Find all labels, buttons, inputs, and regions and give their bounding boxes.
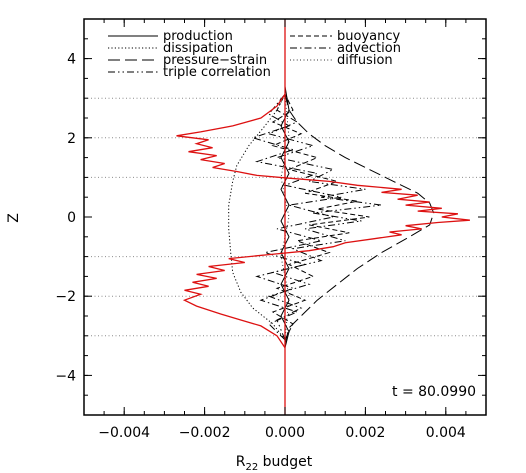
- x-axis-label: R22 budget: [236, 454, 313, 473]
- y-tick-label: −4: [55, 368, 76, 384]
- legend-label: pressure−strain: [163, 53, 267, 68]
- x-axis-label-subscript: 22: [245, 462, 258, 473]
- legend-label: production: [163, 29, 233, 44]
- gridlines: [84, 97, 486, 337]
- legend-label: diffusion: [337, 53, 393, 68]
- x-tick-label: 0.004: [426, 425, 466, 441]
- y-tick-label: 4: [67, 52, 76, 68]
- y-tick-label: 0: [67, 210, 76, 226]
- x-tick-label: 0.000: [265, 425, 305, 441]
- series-lines: [176, 19, 470, 415]
- x-axis-label-main: R: [236, 454, 246, 470]
- series-line: [280, 86, 290, 348]
- y-axis-label: Z: [6, 213, 22, 223]
- series-line: [267, 93, 382, 340]
- legend-label: buoyancy: [337, 29, 400, 44]
- time-annotation: t = 80.0990: [392, 384, 476, 400]
- series-line: [176, 93, 470, 349]
- series-line: [271, 93, 370, 341]
- x-axis: −0.004 −0.002 0.000 0.002 0.004: [83, 19, 487, 441]
- series-line: [284, 94, 435, 344]
- x-axis-label-rest: budget: [258, 454, 313, 470]
- legend: productiondissipationpressure−straintrip…: [108, 29, 401, 80]
- legend-label: triple correlation: [163, 65, 271, 80]
- legend-label: dissipation: [163, 41, 233, 56]
- y-axis: −4 −2 0 2 4: [55, 18, 486, 416]
- legend-label: advection: [337, 41, 401, 56]
- x-tick-label: 0.002: [345, 425, 385, 441]
- y-tick-label: −2: [55, 289, 76, 305]
- x-tick-label: −0.004: [98, 425, 150, 441]
- x-tick-label: −0.002: [179, 425, 231, 441]
- y-tick-label: 2: [67, 131, 76, 147]
- series-line: [251, 93, 342, 341]
